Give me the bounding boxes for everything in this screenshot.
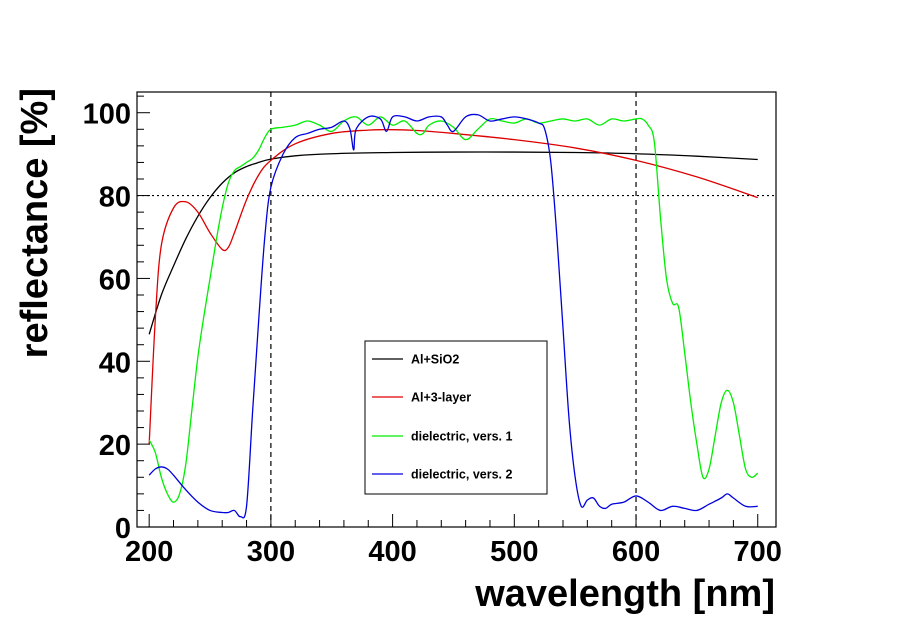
x-tick-label: 300	[247, 536, 295, 568]
series-line-dielectric-vers-1	[148, 116, 759, 503]
legend: Al+SiO2 Al+3-layer dielectric, vers. 1 diel…	[364, 340, 548, 495]
x-axis: 200 300 400 500 600 700	[125, 514, 782, 568]
reference-lines	[137, 92, 776, 527]
legend-label-dielectric-vers-2: dielectric, vers. 2	[411, 468, 513, 482]
x-axis-title: wavelength [nm]	[474, 573, 775, 615]
series-line-al-sio2	[148, 151, 758, 335]
legend-box	[364, 340, 548, 495]
x-tick-label: 400	[368, 536, 416, 568]
x-tick-label: 200	[125, 536, 173, 568]
x-tick-label: 600	[612, 536, 660, 568]
y-tick-label: 40	[99, 347, 131, 379]
y-axis: 0 20 40 60 80 100	[83, 95, 150, 545]
plot-frame	[136, 91, 777, 528]
y-tick-label: 100	[83, 99, 131, 131]
x-tick-label: 700	[734, 536, 782, 568]
series-line-dielectric-vers-2	[148, 113, 758, 519]
series-lines	[148, 113, 759, 519]
legend-label-dielectric-vers-1: dielectric, vers. 1	[411, 430, 513, 444]
y-tick-label: 80	[99, 182, 131, 214]
y-tick-label: 20	[99, 430, 131, 462]
legend-label-al-3-layer: Al+3-layer	[411, 391, 471, 405]
y-tick-label: 60	[99, 264, 131, 296]
legend-label-al-sio2: Al+SiO2	[411, 353, 459, 367]
x-tick-label: 500	[490, 536, 538, 568]
y-axis-title: reflectance [%]	[14, 88, 56, 358]
series-line-al-3-layer	[148, 128, 758, 445]
y-tick-label: 0	[115, 513, 131, 545]
